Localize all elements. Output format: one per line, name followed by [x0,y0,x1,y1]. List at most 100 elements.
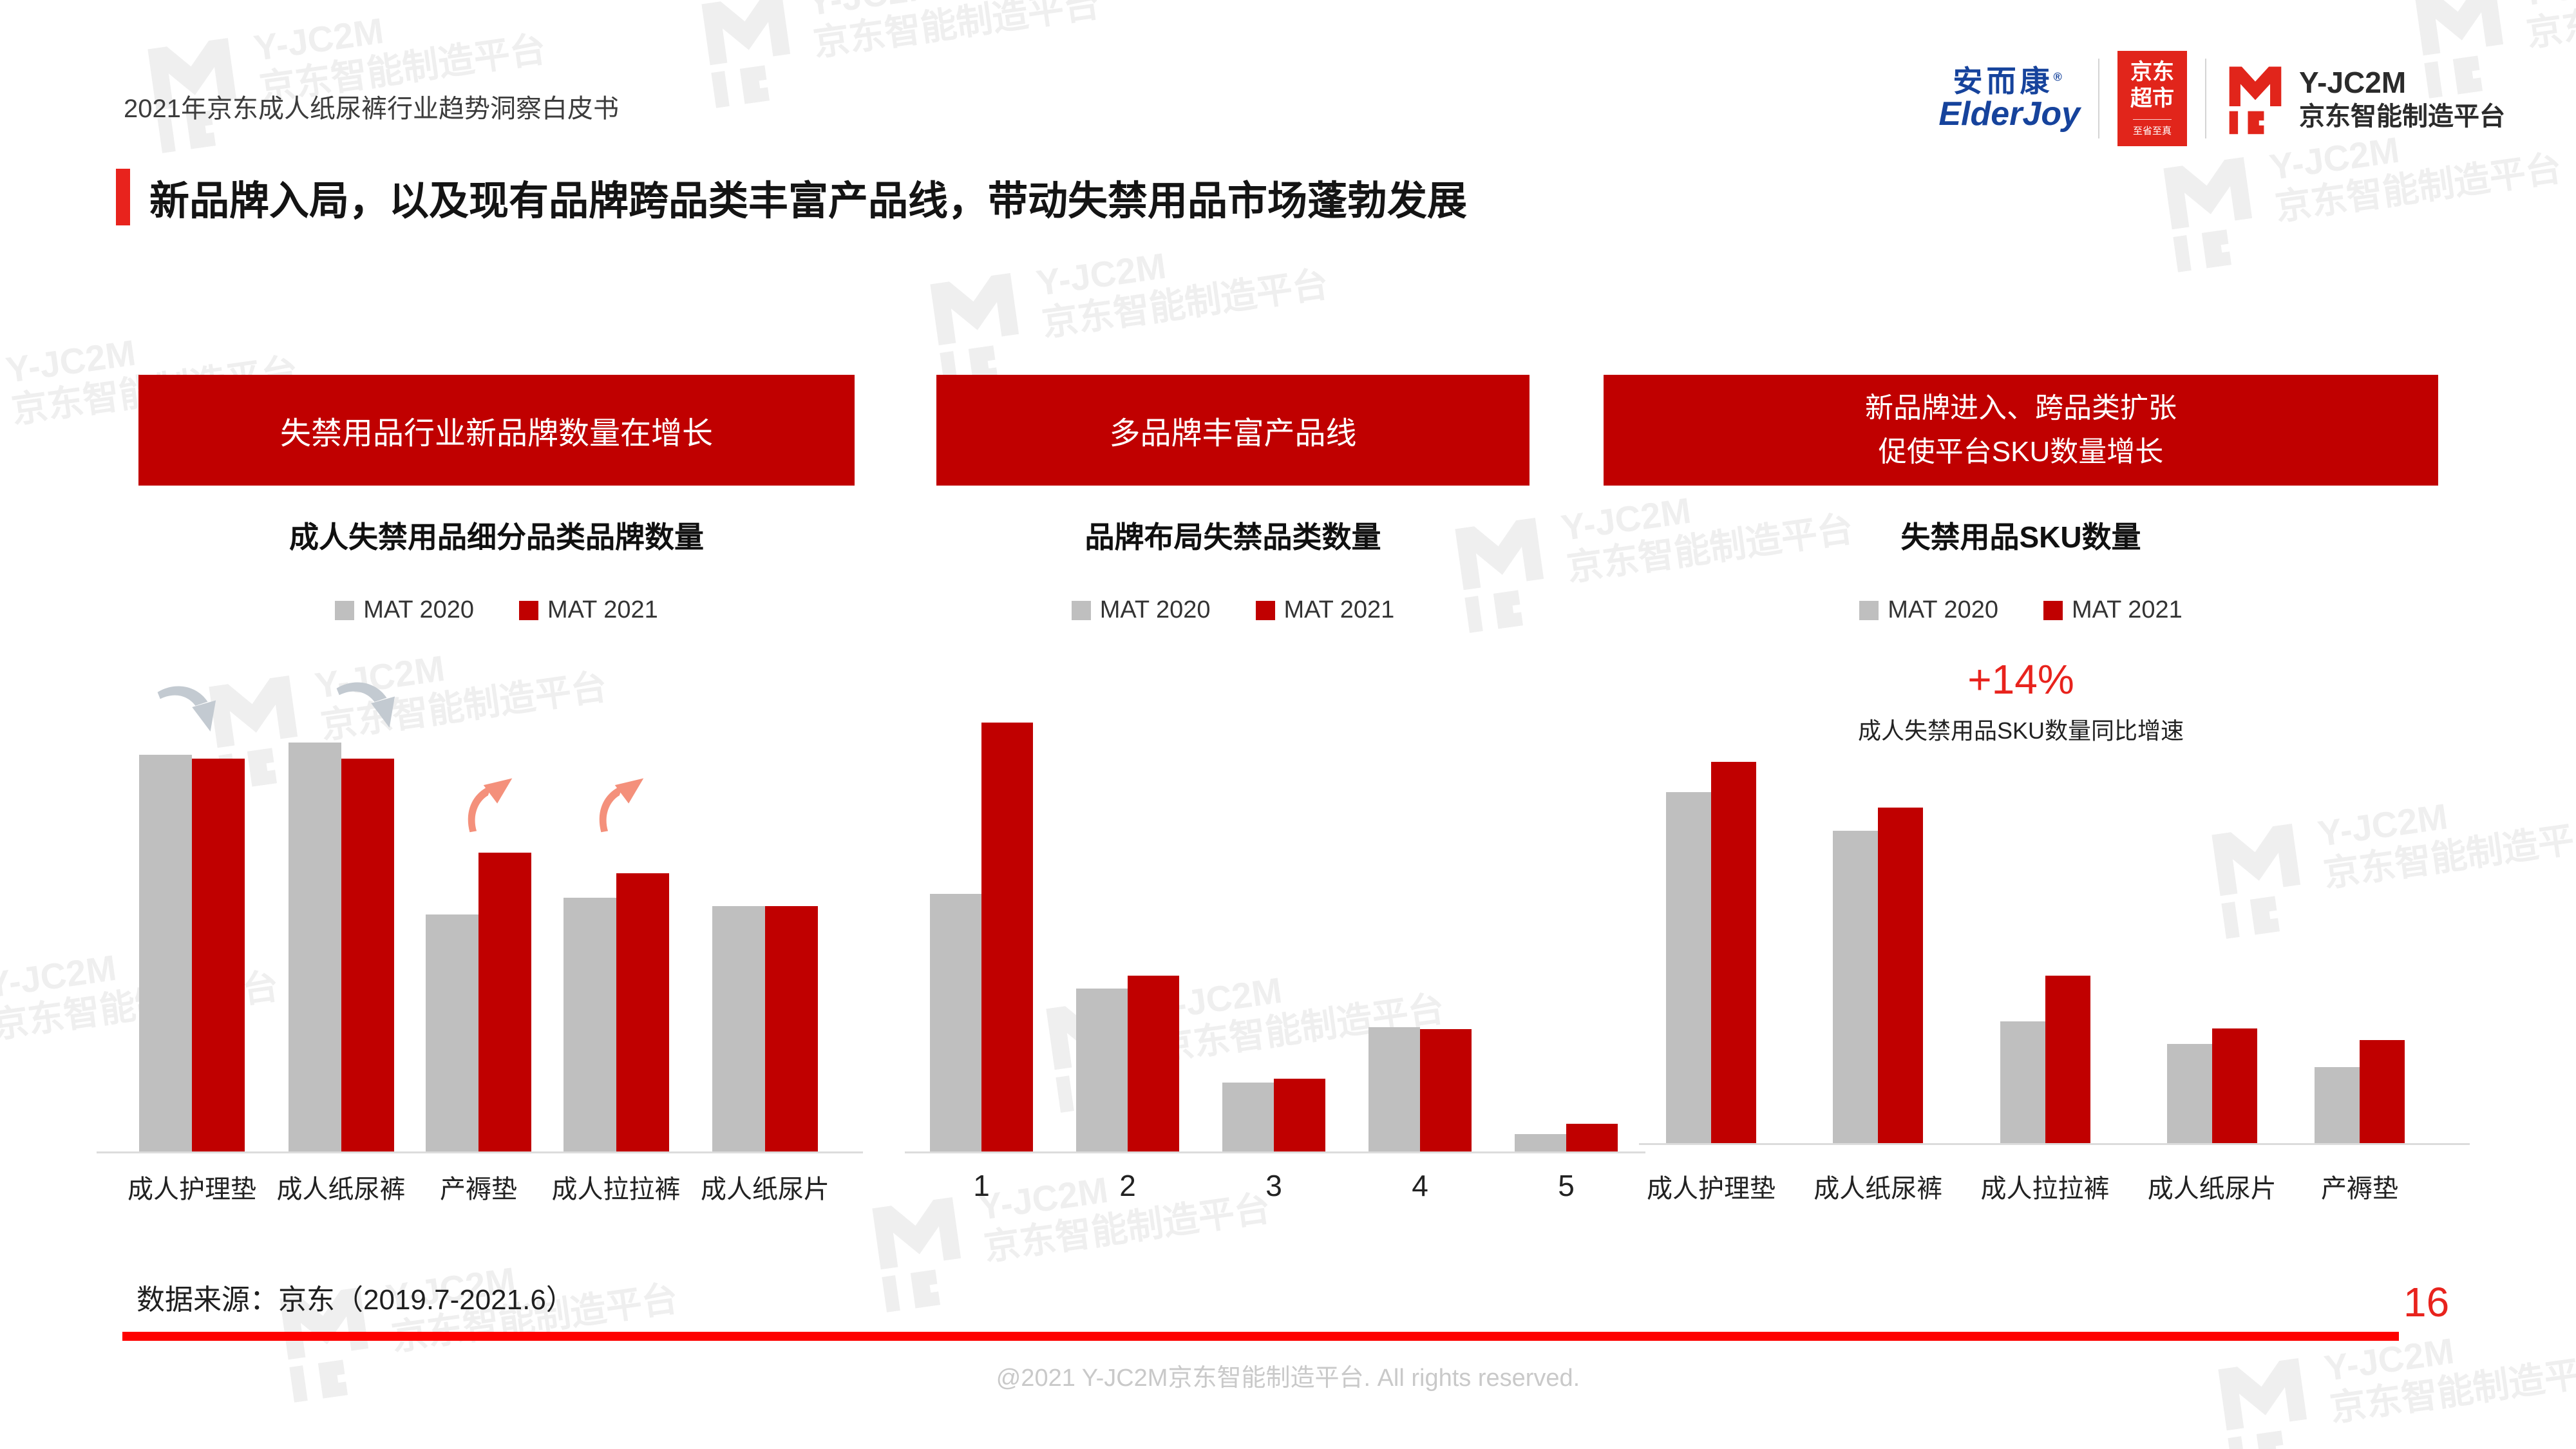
bar-group: 产褥垫 [2315,762,2405,1205]
logo-divider [2098,59,2099,138]
bar-mat2021 [1420,1029,1472,1151]
brand-count-chart: 成人护理垫 成人纸尿裤 产褥垫 成人拉拉裤 成人纸尿片 [103,743,857,1206]
decrease-arrow-icon [336,682,395,728]
category-label: 1 [973,1169,990,1202]
bar-group: 1 [930,723,1033,1203]
bar-mat2021 [1878,808,1924,1143]
legend: MAT 2020 MAT 2021 [1604,596,2438,624]
bar-mat2020 [712,906,765,1151]
legend-swatch-gray [1859,600,1879,620]
category-label: 2 [1119,1169,1136,1202]
legend-item-mat2020: MAT 2020 [335,596,474,624]
annotation-growth-value: +14% [1967,656,2074,703]
bar-mat2021 [2211,1028,2257,1143]
bar-mat2020 [426,914,478,1151]
legend-item-mat2021: MAT 2021 [1255,596,1394,624]
bar-group: 5 [1515,723,1618,1203]
category-label: 成人纸尿片 [701,1175,829,1204]
category-label: 产褥垫 [2321,1175,2398,1203]
bar-mat2021 [765,906,818,1151]
category-coverage-chart: 1 2 3 4 5 [914,723,1636,1203]
increase-arrow-icon [599,778,644,833]
bar-group: 产褥垫 [426,743,531,1206]
header-doc-title: 2021年京东成人纸尿裤行业趋势洞察白皮书 [124,95,619,123]
page-number: 16 [2403,1279,2450,1325]
bar-mat2021 [341,759,394,1151]
bar-mat2020 [1666,792,1711,1143]
bar-group: 3 [1222,723,1325,1203]
bar-mat2020 [288,743,341,1151]
copyright: @2021 Y-JC2M京东智能制造平台. All rights reserve… [996,1365,1580,1392]
bar-mat2021 [616,873,669,1151]
bar-mat2020 [563,898,616,1151]
bar-mat2021 [2360,1040,2405,1143]
decrease-arrow-icon [157,686,216,732]
bar-mat2021 [1566,1123,1618,1151]
source-note: 数据来源：京东（2019.7-2021.6） [137,1284,574,1316]
category-label: 成人护理垫 [128,1175,256,1204]
category-label: 成人纸尿裤 [276,1175,406,1204]
legend-item-mat2020: MAT 2020 [1859,596,1998,624]
bar-mat2021 [981,723,1033,1151]
chart-subtitle-sku-count: 失禁用品SKU数量 [1900,520,2141,554]
bar-mat2021 [1711,762,1756,1143]
bar-mat2020 [139,755,192,1151]
category-label: 成人拉拉裤 [1980,1175,2110,1203]
legend-item-mat2021: MAT 2021 [2043,596,2183,624]
banner-multi-brand: 多品牌丰富产品线 [936,375,1530,486]
bar-group: 成人纸尿片 [2148,762,2277,1205]
legend-swatch-red [1255,600,1275,620]
bar-group: 4 [1368,723,1472,1203]
bar-mat2021 [2045,975,2090,1143]
bar-group: 成人纸尿裤 [277,743,406,1206]
legend-swatch-red [519,600,538,620]
title-accent-bar [116,169,130,225]
elderjoy-logo: 安而康® ElderJoy [1938,64,2080,133]
x-axis-line [905,1151,1645,1153]
bar-mat2021 [1274,1078,1325,1151]
jd-supermarket-logo: 京东 超市 至省至真 [2117,51,2187,146]
bar-group: 成人纸尿片 [701,743,829,1206]
sku-count-chart: 成人护理垫 成人纸尿裤 成人拉拉裤 成人纸尿片 产褥垫 [1645,762,2467,1205]
bar-group: 成人拉拉裤 [1981,762,2110,1205]
bar-mat2020 [1222,1083,1274,1151]
category-label: 成人拉拉裤 [551,1175,681,1204]
logo-divider [2205,59,2206,138]
bar-mat2020 [930,894,981,1151]
bar-mat2021 [192,759,245,1151]
increase-arrow-icon [468,778,513,833]
legend: MAT 2020 MAT 2021 [936,596,1530,624]
bar-mat2020 [2315,1066,2360,1143]
bar-group: 2 [1076,723,1179,1203]
yjc2m-logo: Y-JC2M 京东智能制造平台 [2224,62,2505,135]
category-label: 产褥垫 [440,1175,517,1204]
category-label: 3 [1265,1169,1282,1202]
bar-mat2021 [478,853,531,1151]
bar-group: 成人护理垫 [128,743,256,1206]
bar-mat2020 [2000,1021,2045,1143]
bar-mat2021 [1128,975,1179,1151]
banner-sku-growth: 新品牌进入、跨品类扩张 促使平台SKU数量增长 [1604,375,2438,486]
legend-item-mat2020: MAT 2020 [1071,596,1211,624]
x-axis-line [97,1151,863,1153]
yjc2m-mark-icon [2224,62,2286,135]
bar-mat2020 [1515,1134,1566,1151]
category-label: 成人纸尿裤 [1814,1175,1943,1203]
legend-swatch-red [2043,600,2063,620]
x-axis-line [1639,1143,2470,1145]
legend-swatch-gray [1071,600,1091,620]
category-label: 成人护理垫 [1647,1175,1776,1203]
annotation-growth-label: 成人失禁用品SKU数量同比增速 [1857,717,2184,744]
banner-new-brands: 失禁用品行业新品牌数量在增长 [138,375,855,486]
chart-subtitle-brand-count: 成人失禁用品细分品类品牌数量 [289,520,704,554]
bar-mat2020 [2166,1044,2212,1143]
category-label: 5 [1558,1169,1575,1202]
bar-mat2020 [1076,988,1128,1151]
bar-mat2020 [1833,830,1879,1143]
annotation-growth: +14% 成人失禁用品SKU数量同比增速 [1604,656,2438,746]
category-label: 成人纸尿片 [2147,1175,2277,1203]
watermark: Y-JC2M京东智能制造平台 [693,0,1106,109]
